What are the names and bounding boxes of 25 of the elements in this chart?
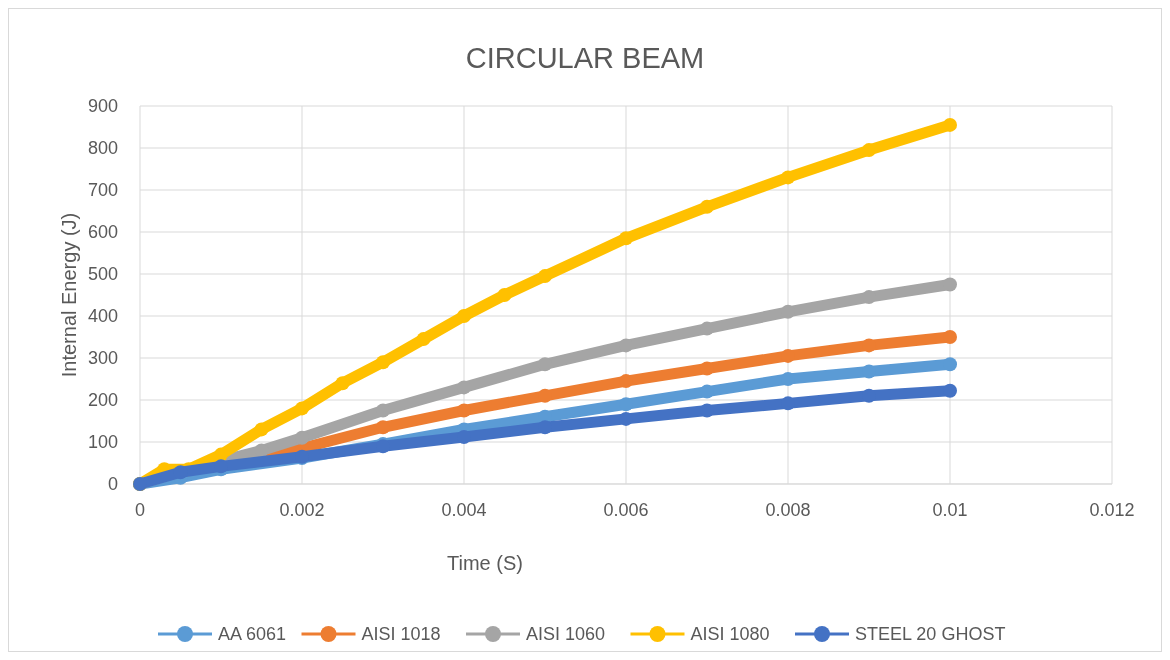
- y-tick-label: 300: [87, 348, 118, 369]
- x-axis-title: Time (S): [447, 552, 523, 574]
- y-tick-label: 200: [87, 390, 118, 411]
- legend-label: STEEL 20 GHOST: [855, 624, 1006, 645]
- y-axis-title: Internal Energy (J): [58, 212, 80, 378]
- x-tick-label: 0: [134, 500, 146, 520]
- legend-label: AISI 1018: [361, 624, 441, 645]
- x-tick-label: 0.006: [603, 500, 649, 520]
- x-tick-label: 0.002: [279, 500, 325, 520]
- y-tick-label: 600: [87, 222, 118, 243]
- x-tick-label: 0.01: [932, 500, 968, 520]
- legend-label: AISI 1060: [526, 624, 606, 645]
- y-tick-label: 900: [87, 96, 118, 117]
- y-tick-label: 500: [87, 264, 118, 285]
- y-tick-label: 100: [87, 432, 118, 453]
- x-tick-label: 0.012: [1089, 500, 1135, 520]
- chart-title: CIRCULAR BEAM: [465, 42, 705, 74]
- y-tick-label: 700: [87, 180, 118, 201]
- legend-label: AA 6061: [218, 624, 287, 645]
- x-tick-label: 0.004: [441, 500, 487, 520]
- y-tick-label: 0: [107, 474, 118, 495]
- y-tick-label: 800: [87, 138, 118, 159]
- legend-label: AISI 1080: [690, 624, 770, 645]
- y-tick-label: 400: [87, 306, 118, 327]
- x-tick-label: 0.008: [765, 500, 811, 520]
